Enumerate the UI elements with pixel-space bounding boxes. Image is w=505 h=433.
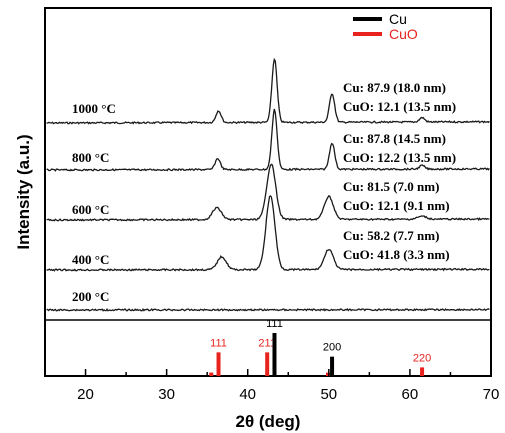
legend-label-cu: Cu (389, 11, 407, 27)
annotation-cuo-1000C: CuO: 12.1 (13.5 nm) (343, 99, 456, 114)
series-label-200C: 200 °C (72, 289, 109, 304)
reference-pattern: 111 211 220 111 200 (209, 318, 431, 376)
annotation-cu-1000C: Cu: 87.9 (18.0 nm) (343, 80, 446, 95)
series-line-800C (46, 108, 490, 172)
x-tick-label-60: 60 (402, 386, 419, 403)
series-800C: 800 °C Cu: 87.8 (14.5 nm) CuO: 12.2 (13.… (46, 108, 490, 172)
x-tick-labels: 20 30 40 50 60 70 (77, 386, 499, 403)
series-line-400C (46, 194, 490, 272)
annotation-cu-800C: Cu: 87.8 (14.5 nm) (343, 131, 446, 146)
y-axis-label: Intensity (a.u.) (14, 134, 33, 249)
x-tick-marks (84, 369, 492, 376)
legend: Cu CuO (353, 11, 418, 42)
annotation-cu-600C: Cu: 81.5 (7.0 nm) (343, 179, 439, 194)
x-tick-label-50: 50 (320, 386, 337, 403)
series-line-1000C (46, 57, 490, 125)
x-axis-label: 2θ (deg) (236, 412, 301, 431)
annotation-cu-400C: Cu: 58.2 (7.7 nm) (343, 228, 439, 243)
annotation-cuo-800C: CuO: 12.2 (13.5 nm) (343, 150, 456, 165)
series-line-200C (46, 307, 490, 312)
series-600C: 600 °C Cu: 81.5 (7.0 nm) CuO: 12.1 (9.1 … (46, 163, 490, 222)
series-label-400C: 400 °C (72, 252, 109, 267)
series-label-1000C: 1000 °C (72, 101, 116, 116)
cu-reference-label: 200 (323, 342, 341, 354)
annotation-cuo-400C: CuO: 41.8 (3.3 nm) (343, 247, 450, 262)
legend-label-cuo: CuO (389, 26, 418, 42)
x-tick-label-40: 40 (239, 386, 256, 403)
x-tick-label-30: 30 (158, 386, 175, 403)
cuo-reference-label: 111 (210, 337, 227, 349)
x-tick-label-20: 20 (77, 386, 94, 403)
cuo-reference-label: 211 (258, 337, 276, 349)
cu-reference-label: 111 (266, 318, 283, 330)
series-400C: 400 °C Cu: 58.2 (7.7 nm) CuO: 41.8 (3.3 … (46, 194, 490, 272)
cuo-reference-label: 220 (413, 352, 431, 364)
series-1000C: 1000 °C Cu: 87.9 (18.0 nm) CuO: 12.1 (13… (46, 57, 490, 125)
series-200C: 200 °C (46, 289, 490, 312)
series-line-600C (46, 163, 490, 222)
annotation-cuo-600C: CuO: 12.1 (9.1 nm) (343, 198, 450, 213)
x-tick-label-70: 70 (483, 386, 500, 403)
series-label-800C: 800 °C (72, 150, 109, 165)
series-label-600C: 600 °C (72, 202, 109, 217)
